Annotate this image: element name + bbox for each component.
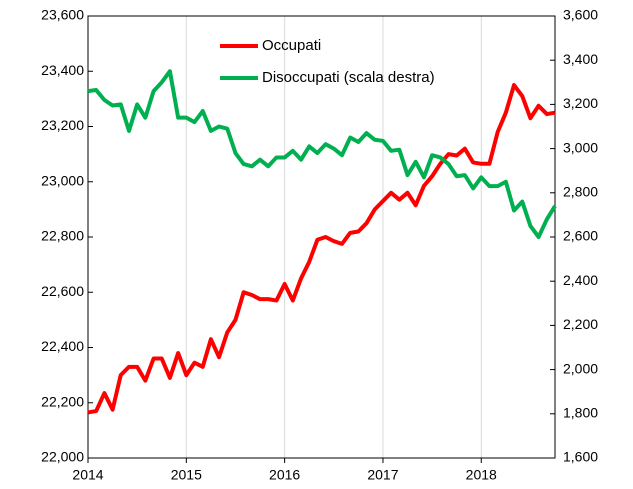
y-tick-label: 23,200 — [41, 117, 84, 133]
y-tick-label: 22,200 — [41, 393, 84, 409]
y-tick-label: 23,400 — [41, 62, 84, 78]
legend-label: Occupati — [262, 37, 321, 54]
y-tick-label: 23,600 — [41, 7, 84, 23]
y2-tick-label: 2,400 — [563, 272, 598, 288]
y2-tick-label: 2,000 — [563, 360, 598, 376]
x-tick-label: 2015 — [171, 467, 202, 483]
x-tick-label: 2016 — [269, 467, 300, 483]
series-line — [87, 69, 557, 239]
y2-tick-label: 1,600 — [563, 449, 598, 465]
y-tick-label: 22,600 — [41, 283, 84, 299]
y2-tick-label: 2,600 — [563, 228, 598, 244]
plot-frame — [87, 15, 556, 459]
y-tick-label: 22,800 — [41, 228, 84, 244]
series-line — [87, 83, 556, 415]
y2-tick-label: 2,200 — [563, 316, 598, 332]
y2-tick-label: 3,600 — [563, 7, 598, 23]
y2-tick-label: 1,800 — [563, 405, 598, 421]
x-tick-label: 2014 — [72, 467, 103, 483]
y2-tick-label: 3,000 — [563, 139, 598, 155]
x-tick-label: 2018 — [466, 467, 497, 483]
y2-tick-label: 3,400 — [563, 51, 598, 67]
y-tick-label: 22,400 — [41, 338, 84, 354]
legend-label: Disoccupati (scala destra) — [262, 69, 435, 86]
y2-tick-label: 2,800 — [563, 184, 598, 200]
x-tick-label: 2017 — [367, 467, 398, 483]
y-tick-label: 23,000 — [41, 172, 84, 188]
y-tick-label: 22,000 — [41, 449, 84, 465]
y2-tick-label: 3,200 — [563, 95, 598, 111]
